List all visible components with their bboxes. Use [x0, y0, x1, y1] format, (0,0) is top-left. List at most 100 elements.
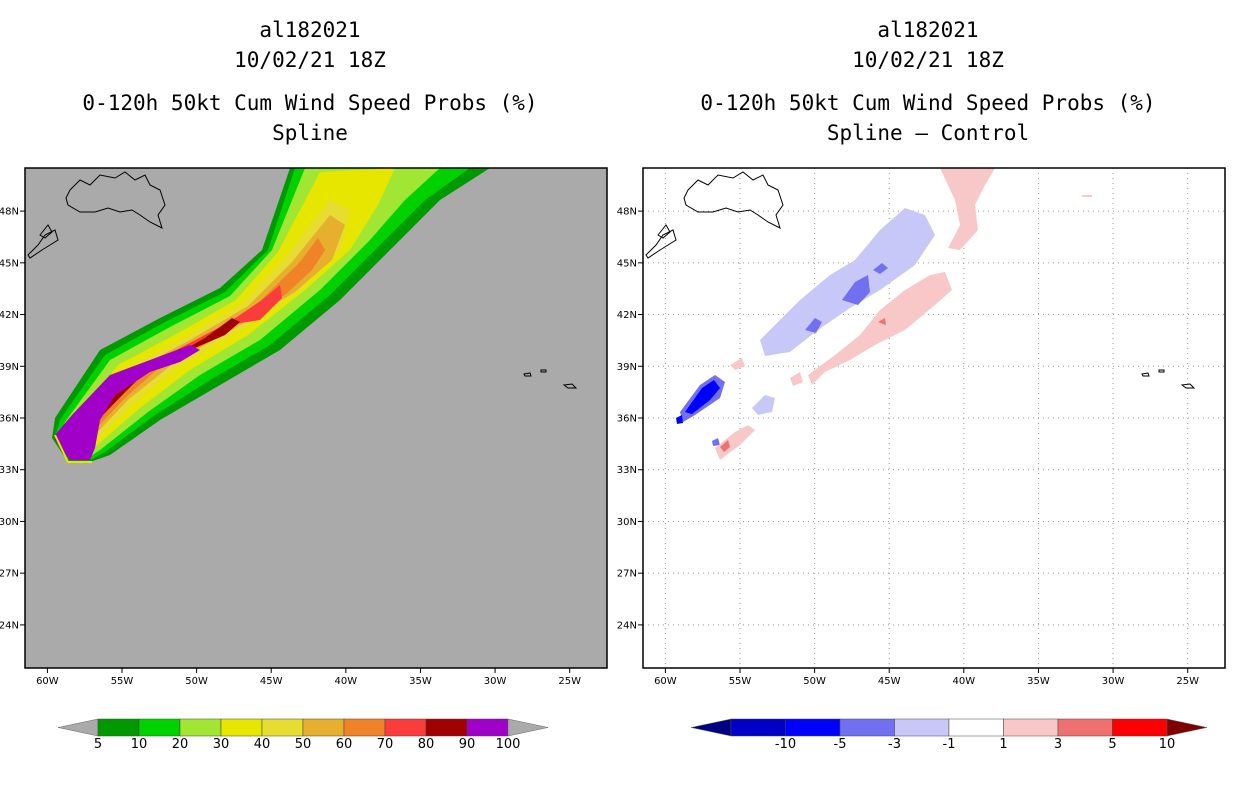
nova-scotia-coast: [27, 229, 59, 259]
prob-band-70: [78, 285, 282, 446]
x-tick-label: 35W: [1027, 676, 1050, 687]
left-y-axis: 48N 45N 42N 39N 36N 33N 30N 27N 24N: [0, 207, 25, 631]
colorbar-label: 10: [131, 737, 148, 752]
right-coastlines: [645, 171, 1196, 389]
colorbar-label: 5: [1108, 737, 1116, 752]
diff-pos-light-2: [940, 168, 995, 250]
colorbar-label: 5: [94, 737, 102, 752]
diff-neg-spot: [676, 415, 683, 424]
diff-neg-mid-3: [873, 263, 888, 274]
left-storm-id: al182021: [259, 18, 361, 42]
x-tick-label: 50W: [803, 676, 826, 687]
right-gridlines: [643, 168, 1225, 668]
colorbar-swatch: [302, 718, 345, 737]
y-tick-label: 48N: [617, 207, 637, 218]
x-tick-label: 45W: [260, 676, 283, 687]
nova-scotia-coast-right: [645, 229, 677, 259]
diff-pos-mid: [720, 440, 730, 452]
x-tick-label: 45W: [878, 676, 901, 687]
y-tick-label: 42N: [617, 310, 637, 321]
right-y-axis: 48N 45N 42N 39N 36N 33N 30N 27N 24N: [617, 207, 643, 631]
left-x-axis: 60W 55W 50W 45W 40W 35W 30W 25W: [36, 668, 581, 687]
diff-pos-light-4: [730, 358, 745, 370]
right-colorbar: -10 -5 -3 -1 1 3 5 10: [690, 718, 1208, 752]
colorbar-swatch: [425, 718, 468, 737]
colorbar-label: 1: [999, 737, 1007, 752]
diff-neg-mid-1: [842, 275, 870, 305]
colorbar-swatch: [948, 718, 1004, 737]
left-map: 60W 55W 50W 45W 40W 35W 30W 25W 48N 45N 42N 39N 36N…: [0, 167, 608, 687]
right-storm-id: al182021: [877, 18, 979, 42]
diff-pos-light-1: [808, 272, 952, 385]
diff-neg-light-2: [752, 395, 775, 415]
y-tick-label: 30N: [617, 517, 637, 528]
left-coastlines: [27, 171, 578, 389]
left-subtitle: Spline: [272, 121, 348, 145]
y-tick-label: 39N: [617, 362, 637, 373]
x-tick-label: 50W: [185, 676, 208, 687]
colorbar-over-triangle: [1166, 718, 1208, 737]
colorbar-swatch: [1112, 718, 1168, 737]
right-panel-title: al182021 10/02/21 18Z 0-120h 50kt Cum Wi…: [648, 15, 1208, 148]
diff-pos-mid-2: [878, 318, 886, 325]
y-tick-label: 24N: [617, 620, 637, 631]
colorbar-label: 20: [172, 737, 189, 752]
y-tick-label: 39N: [0, 362, 19, 373]
colorbar-swatch: [138, 718, 181, 737]
left-product: 0-120h 50kt Cum Wind Speed Probs (%): [82, 91, 538, 115]
y-tick-label: 36N: [617, 414, 637, 425]
y-tick-label: 33N: [0, 465, 19, 476]
newfoundland-coast-right: [683, 171, 784, 229]
y-tick-label: 42N: [0, 310, 19, 321]
diff-neg-mid-2: [805, 318, 822, 333]
colorbar-swatch: [343, 718, 386, 737]
diff-pos-light-3: [715, 425, 755, 460]
colorbar-swatch: [179, 718, 222, 737]
colorbar-swatch: [1003, 718, 1059, 737]
prob-outline-edge: [54, 434, 92, 463]
x-tick-label: 60W: [36, 676, 59, 687]
cape-breton-coast: [39, 224, 53, 239]
diff-neg-strong: [685, 380, 720, 414]
y-tick-label: 30N: [0, 517, 19, 528]
y-tick-label: 27N: [617, 569, 637, 580]
right-subtitle: Spline – Control: [826, 121, 1030, 145]
y-tick-label: 45N: [617, 258, 637, 269]
right-x-axis: 60W 55W 50W 45W 40W 35W 30W 25W: [654, 668, 1199, 687]
colorbar-label: 70: [377, 737, 394, 752]
x-tick-label: 25W: [558, 676, 581, 687]
left-probability-field: [52, 168, 490, 463]
x-tick-label: 40W: [953, 676, 976, 687]
prob-band-90: [55, 345, 200, 460]
colorbar-swatch: [894, 718, 950, 737]
prob-band-80: [84, 318, 240, 432]
x-tick-label: 30W: [484, 676, 507, 687]
left-colorbar: 5 10 20 30 40 50 60 70 80 90 100: [57, 718, 549, 752]
y-tick-label: 45N: [0, 258, 19, 269]
x-tick-label: 25W: [1176, 676, 1199, 687]
x-tick-label: 55W: [111, 676, 134, 687]
prob-band-50: [70, 215, 345, 450]
colorbar-label: -10: [775, 737, 796, 752]
y-tick-label: 48N: [0, 207, 19, 218]
cape-breton-coast-right: [657, 224, 671, 239]
left-datetime: 10/02/21 18Z: [234, 48, 386, 72]
y-tick-label: 24N: [0, 620, 19, 631]
colorbar-label: -5: [834, 737, 847, 752]
right-product: 0-120h 50kt Cum Wind Speed Probs (%): [700, 91, 1156, 115]
colorbar-label: 3: [1054, 737, 1062, 752]
colorbar-swatch: [261, 718, 304, 737]
colorbar-label: 30: [213, 737, 230, 752]
right-datetime: 10/02/21 18Z: [852, 48, 1004, 72]
azores-islands: [523, 369, 578, 389]
colorbar-label: 90: [459, 737, 476, 752]
diff-pos-light-5: [790, 372, 803, 386]
colorbar-label: 40: [254, 737, 271, 752]
colorbar-swatch: [839, 718, 895, 737]
diff-pos-light-6: [1082, 195, 1092, 197]
colorbar-label: -3: [888, 737, 901, 752]
colorbar-under-triangle: [690, 718, 732, 737]
azores-islands-right: [1141, 369, 1196, 389]
y-tick-label: 36N: [0, 414, 19, 425]
